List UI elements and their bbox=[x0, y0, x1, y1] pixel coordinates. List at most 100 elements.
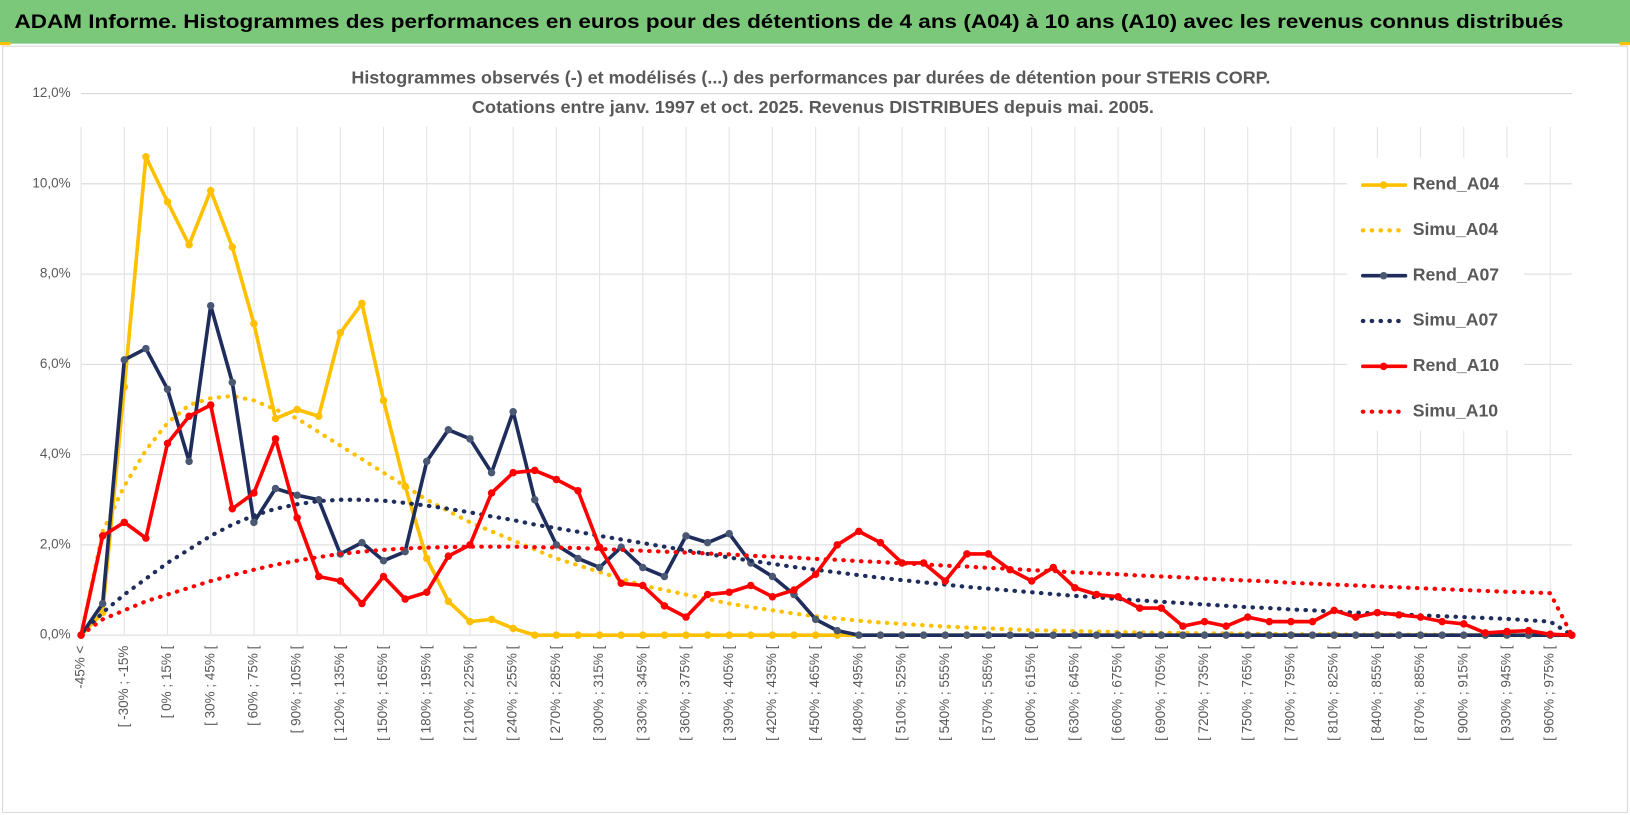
chart-subtitle: Cotations entre janv. 1997 et oct. 2025.… bbox=[472, 97, 1154, 117]
x-tick-label: [ 330% ; 345% [ bbox=[634, 645, 649, 741]
series-marker bbox=[639, 563, 647, 572]
series-marker bbox=[314, 572, 323, 581]
x-tick-label: [ 300% ; 315% [ bbox=[591, 645, 606, 741]
x-tick-label: [ 270% ; 285% [ bbox=[548, 645, 563, 741]
series-marker bbox=[466, 435, 474, 443]
series-marker bbox=[163, 439, 172, 448]
series-marker bbox=[1373, 608, 1382, 617]
legend-label: Simu_A10 bbox=[1413, 400, 1499, 420]
x-tick-label: [ 840% ; 855% [ bbox=[1369, 645, 1384, 741]
series-marker bbox=[1179, 631, 1187, 639]
x-tick-label: [ 870% ; 885% [ bbox=[1412, 645, 1427, 741]
x-tick-label: [ 540% ; 555% [ bbox=[937, 645, 952, 741]
x-tick-label: [ 900% ; 915% [ bbox=[1455, 645, 1470, 741]
series-marker bbox=[487, 468, 496, 477]
series-marker bbox=[228, 505, 237, 513]
series-marker bbox=[1438, 631, 1446, 639]
series-marker bbox=[1460, 620, 1468, 628]
y-tick-label: 2,0% bbox=[40, 536, 71, 551]
y-tick-label: 12,0% bbox=[32, 85, 70, 100]
x-tick-label: [ 660% ; 675% [ bbox=[1110, 645, 1125, 741]
x-tick-label: [ 480% ; 495% [ bbox=[850, 645, 865, 741]
x-tick-label: [ 600% ; 615% [ bbox=[1023, 645, 1038, 741]
series-marker bbox=[1027, 577, 1036, 585]
x-tick-label: [ 750% ; 765% [ bbox=[1239, 645, 1254, 741]
series-marker bbox=[1330, 631, 1338, 639]
series-marker bbox=[1416, 631, 1425, 639]
series-marker bbox=[725, 529, 733, 538]
series-marker bbox=[314, 412, 323, 421]
series-marker bbox=[660, 631, 669, 639]
legend: Rend_A04 Simu_A04 Rend_A07 Simu_A07 Rend_A10… bbox=[1347, 158, 1524, 431]
series-marker bbox=[552, 475, 561, 484]
x-tick-label: [ 630% ; 645% [ bbox=[1066, 645, 1081, 741]
series-marker bbox=[250, 518, 258, 527]
x-tick-label: [ 450% ; 465% [ bbox=[807, 645, 822, 741]
series-marker bbox=[811, 570, 820, 578]
series-marker bbox=[919, 631, 928, 639]
series-marker bbox=[1092, 631, 1101, 639]
series-marker bbox=[163, 385, 172, 393]
series-marker bbox=[682, 631, 690, 639]
x-tick-label: [ 930% ; 945% [ bbox=[1499, 645, 1514, 741]
series-marker bbox=[293, 405, 301, 414]
x-tick-label: [ 360% ; 375% [ bbox=[678, 645, 693, 741]
x-tick-label: [ 510% ; 525% [ bbox=[894, 645, 909, 741]
series-marker bbox=[358, 299, 366, 308]
series-marker bbox=[1308, 617, 1317, 626]
series-marker bbox=[120, 356, 129, 364]
x-tick-label: [ 60% ; 75% [ bbox=[245, 645, 260, 726]
series-marker bbox=[768, 631, 777, 639]
series-marker bbox=[185, 241, 193, 249]
series-marker bbox=[206, 301, 215, 310]
legend-label: Simu_A07 bbox=[1413, 310, 1499, 330]
series-marker bbox=[617, 579, 625, 587]
series-marker bbox=[898, 631, 906, 639]
series-marker bbox=[379, 572, 388, 581]
series-marker bbox=[1135, 631, 1144, 639]
series-marker bbox=[98, 599, 107, 608]
series-marker bbox=[876, 538, 885, 547]
series-marker bbox=[423, 554, 431, 563]
series-marker bbox=[984, 631, 993, 639]
series-marker bbox=[509, 408, 517, 416]
legend-label: Rend_A07 bbox=[1413, 264, 1500, 284]
series-marker bbox=[336, 577, 345, 585]
x-tick-label: [ 120% ; 135% [ bbox=[332, 645, 347, 741]
series-marker bbox=[1524, 626, 1533, 635]
series-marker bbox=[271, 414, 280, 423]
legend-marker bbox=[1379, 271, 1388, 280]
series-marker bbox=[941, 577, 950, 585]
series-marker bbox=[703, 631, 712, 639]
series-marker bbox=[833, 626, 841, 635]
legend-label: Simu_A04 bbox=[1413, 219, 1499, 239]
series-marker bbox=[1157, 631, 1166, 639]
series-marker bbox=[811, 631, 820, 639]
x-tick-label: [ 960% ; 975% [ bbox=[1542, 645, 1557, 741]
series-marker bbox=[423, 457, 431, 466]
series-marker bbox=[444, 552, 453, 560]
series-marker bbox=[1546, 630, 1554, 638]
series-marker bbox=[466, 617, 474, 626]
series-marker bbox=[1071, 631, 1079, 639]
series-marker bbox=[703, 590, 712, 599]
legend-box bbox=[1347, 158, 1524, 431]
x-tick-label: [ 210% ; 225% [ bbox=[462, 645, 477, 741]
series-marker bbox=[142, 344, 150, 353]
series-marker bbox=[617, 631, 625, 639]
chart-title: Histogrammes observés (-) et modélisés (… bbox=[351, 68, 1270, 88]
series-marker bbox=[1460, 631, 1468, 639]
y-tick-label: 6,0% bbox=[40, 356, 71, 371]
series-marker bbox=[228, 378, 237, 387]
series-marker bbox=[358, 538, 366, 547]
series-marker bbox=[142, 534, 150, 542]
series-marker bbox=[379, 396, 388, 405]
series-marker bbox=[206, 401, 215, 409]
series-line bbox=[79, 544, 1574, 638]
x-tick-label: [ 0% ; 15% [ bbox=[159, 645, 174, 718]
x-tick-label: [ 810% ; 825% [ bbox=[1326, 645, 1341, 741]
series-line bbox=[79, 497, 1574, 638]
series-marker bbox=[552, 541, 561, 549]
series-marker bbox=[790, 631, 798, 639]
x-tick-label: [ 240% ; 255% [ bbox=[505, 645, 520, 741]
